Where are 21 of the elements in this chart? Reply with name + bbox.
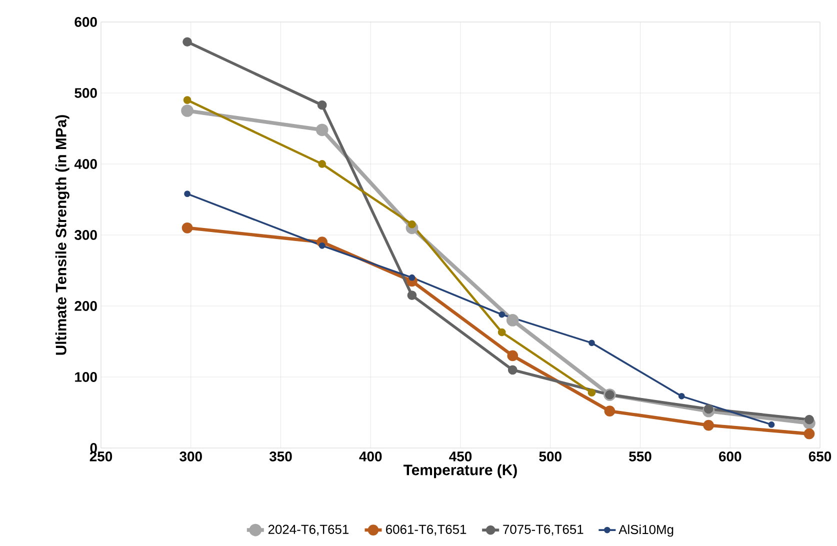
y-tick-label: 300 [74, 230, 97, 240]
x-tick-label: 400 [359, 452, 382, 462]
y-tick-label: 400 [74, 159, 97, 169]
x-tick-label: 250 [90, 452, 112, 462]
x-tick-label: 300 [180, 452, 202, 462]
legend-label: AlSi10Mg [618, 524, 674, 537]
y-axis-title: Ultimate Tensile Strength (in MPa) [55, 115, 70, 355]
x-tick-label: 500 [539, 452, 562, 462]
legend-label: 6061-T6,T651 [386, 524, 466, 536]
y-tick-label: 200 [74, 301, 97, 311]
x-tick-label: 650 [808, 452, 832, 462]
legend-label: 7075-T6,T651 [503, 524, 584, 536]
legend-label: 2024-T6,T651 [268, 524, 349, 536]
x-tick-label: 350 [269, 452, 292, 462]
x-axis-title: Temperature (K) [404, 464, 517, 478]
y-tick-label: 500 [74, 88, 97, 98]
x-tick-label: 450 [449, 452, 472, 462]
y-tick-label: 600 [74, 17, 97, 27]
x-tick-label: 550 [629, 452, 652, 462]
y-tick-label: 100 [75, 372, 97, 382]
x-tick-label: 600 [719, 452, 742, 462]
